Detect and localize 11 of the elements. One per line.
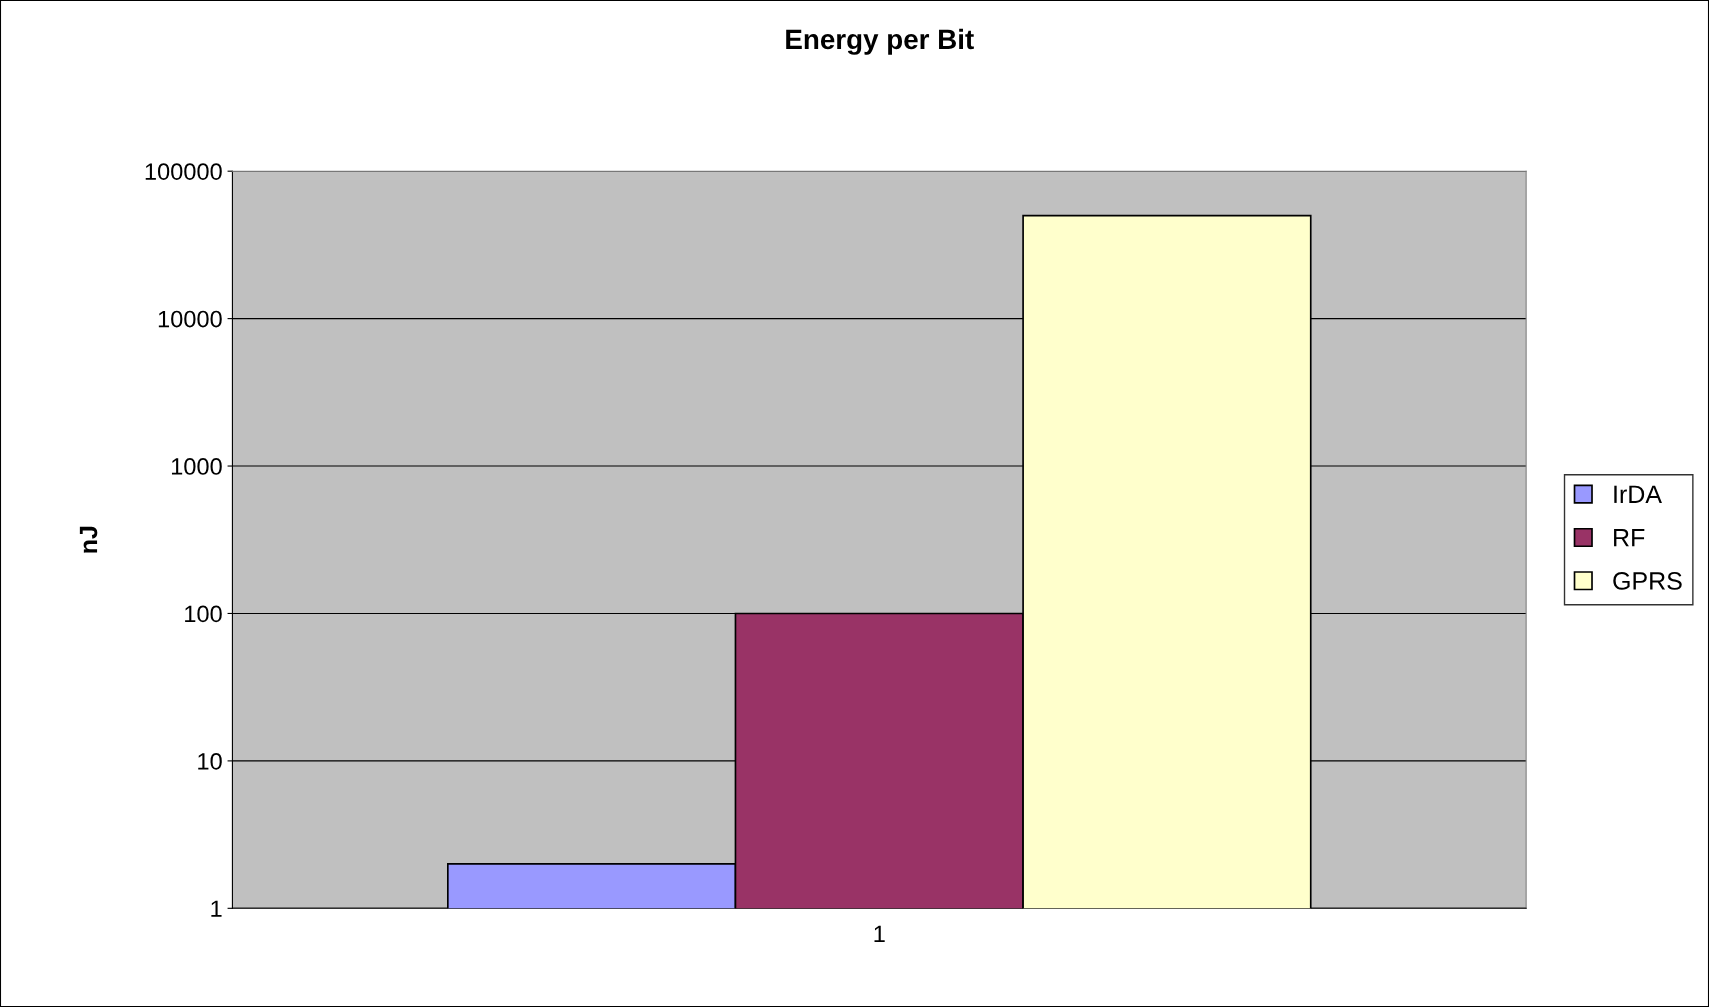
legend-label: IrDA xyxy=(1614,485,1662,503)
y-tick-label: 1 xyxy=(211,900,222,917)
y-tick-label: 10000 xyxy=(158,310,222,328)
legend-label: RF xyxy=(1614,529,1645,547)
y-tick-label: 100 xyxy=(185,605,222,623)
y-tick-label: 100000 xyxy=(145,163,222,180)
legend-label: GPRS xyxy=(1613,572,1682,590)
y-tick-label: 10 xyxy=(198,752,222,770)
y-tick-label: 1000 xyxy=(171,458,222,475)
y-axis-title: nJ xyxy=(79,526,98,553)
chart-title: Energy per Bit xyxy=(786,28,974,55)
